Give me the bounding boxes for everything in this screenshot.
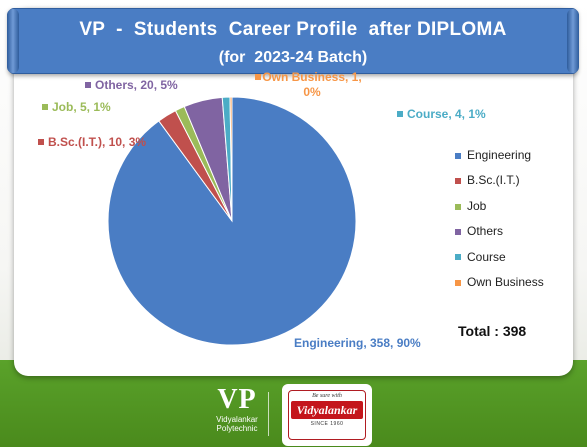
badge-frame: Be sure with Vidyalankar SINCE 1960 [288,390,366,440]
data-label-b-sc-i-t: B.Sc.(I.T.), 10, 3% [48,135,146,149]
vp-logo-mark: VP [217,384,257,415]
vidyalankar-badge: Be sure with Vidyalankar SINCE 1960 [282,384,372,446]
footer-divider [268,392,269,436]
legend-label: B.Sc.(I.T.) [467,173,520,188]
vp-logo-subtitle-1: Vidyalankar [216,415,258,424]
legend-swatch [455,152,461,159]
legend-label: Job [467,198,487,213]
chart-subtitle: (for 2023-24 Batch) [218,49,368,66]
badge-tagline: Be sure with [312,393,342,399]
legend-swatch [455,229,461,236]
pie-data-labels: Engineering, 358, 90% B.Sc.(I.T.), 10, 3%… [38,70,486,350]
banner-scroll-right [567,9,579,73]
legend-label: Others [467,224,504,239]
legend-item-others: Others [455,224,503,238]
vp-logo: VP Vidyalankar Polytechnic [214,385,260,439]
legend-swatch [455,178,461,185]
legend-swatch [455,279,461,286]
legend-label: Engineering [467,148,532,162]
vp-logo-subtitle-2: Polytechnic [216,424,258,433]
title-banner: VP - Students Career Profile after DIPLO… [7,8,579,74]
legend-label: Own Business [467,275,544,289]
legend-item-b-sc-i-t: B.Sc.(I.T.) [455,173,520,187]
legend-swatch [455,254,461,261]
legend-item-engineering: Engineering [455,148,531,162]
badge-since: SINCE 1960 [310,421,344,427]
data-label-course: Course, 4, 1% [407,107,486,121]
data-label-job: Job, 5, 1% [52,100,111,114]
pie-slice-own-business [229,96,233,222]
banner-scroll-left [7,9,19,73]
label-marker-b-sc-i-t [38,139,44,145]
legend-item-own-business: Own Business [455,275,544,289]
label-marker-own-business [255,74,261,80]
badge-name: Vidyalankar [291,401,363,419]
label-marker-others [85,82,91,88]
data-label-others: Others, 20, 5% [95,78,178,92]
legend-item-job: Job [455,199,486,213]
label-marker-job [42,104,48,110]
legend-label: Course [467,249,506,264]
chart-title: VP - Students Career Profile after DIPLO… [79,19,507,40]
total-label: Total : 398 [458,323,527,339]
data-label-engineering: Engineering, 358, 90% [294,336,421,350]
label-marker-course [397,111,403,117]
data-label-own-business: Own Business, 1, 0% [262,70,361,99]
legend-swatch [455,203,461,210]
pie-slices [107,96,357,346]
legend-item-course: Course [455,250,506,264]
